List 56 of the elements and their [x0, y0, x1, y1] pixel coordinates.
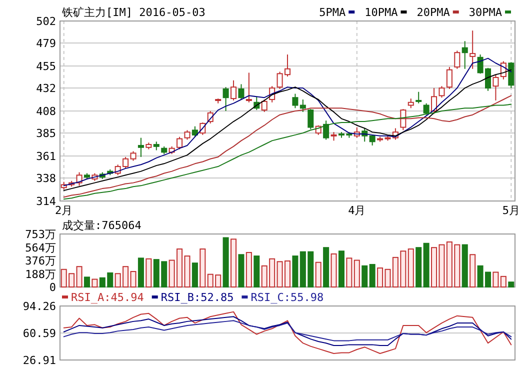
candlestick [138, 137, 144, 158]
x-tick-label: 4月 [348, 204, 366, 217]
candlestick [130, 150, 136, 162]
x-tick-label: 2月 [55, 204, 73, 217]
y-tick-label: 60.59 [22, 326, 56, 340]
candlestick [238, 84, 244, 100]
legend-label: 30PMA [468, 6, 502, 19]
y-tick-label: 479 [36, 37, 56, 50]
series-label: RSI_A:45.94 [71, 291, 144, 304]
y-tick-label: 408 [36, 105, 56, 118]
candlestick [300, 99, 306, 112]
candlestick [408, 98, 414, 109]
candlestick [122, 156, 129, 169]
candlestick [176, 136, 183, 150]
y-tick-label: 0 [49, 281, 56, 294]
candlestick [76, 172, 82, 186]
y-tick-label: 753万 [25, 228, 56, 241]
y-tick-label: 361 [36, 150, 56, 163]
y-tick-label: 94.26 [22, 300, 56, 313]
x-tick-label: 5月 [502, 204, 520, 217]
candlestick [246, 72, 252, 103]
candlestick [222, 86, 229, 112]
candlestick [184, 130, 190, 140]
chart-title: 铁矿主力[IM] 2016-05-03 [61, 6, 206, 19]
candlestick [423, 102, 430, 116]
candlestick [446, 66, 452, 90]
candlestick [438, 86, 445, 98]
candlestick [454, 50, 460, 70]
legend-label: RSI_C:55.98 [250, 291, 324, 304]
candlestick [230, 80, 237, 101]
candlestick [323, 120, 330, 140]
candlestick [492, 74, 499, 101]
candlestick [276, 71, 283, 90]
y-tick-label: 188万 [25, 268, 56, 281]
legend-label: 10PMA [364, 6, 398, 19]
candlestick [284, 54, 291, 78]
y-tick-label: 564万 [25, 241, 56, 254]
y-tick-label: 314 [36, 195, 56, 208]
y-tick-label: 455 [36, 60, 56, 73]
y-tick-label: 26.91 [22, 354, 56, 365]
candlestick [462, 40, 468, 70]
candlestick [192, 126, 198, 138]
legend-label: 5PMA [319, 6, 346, 19]
legend-label: 20PMA [416, 6, 450, 19]
y-tick-label: 502 [36, 15, 56, 28]
candlestick [416, 91, 422, 104]
chart-title: 成交量:765064 [62, 219, 142, 232]
legend-label: RSI_B:52.85 [160, 291, 234, 304]
y-tick-label: 385 [36, 127, 56, 140]
candlestick [292, 93, 298, 109]
candlestick [431, 88, 438, 114]
candlestick [477, 54, 484, 74]
candlestick [470, 30, 476, 70]
y-tick-label: 376万 [25, 254, 56, 268]
y-tick-label: 338 [36, 172, 56, 186]
y-tick-label: 432 [36, 82, 56, 96]
